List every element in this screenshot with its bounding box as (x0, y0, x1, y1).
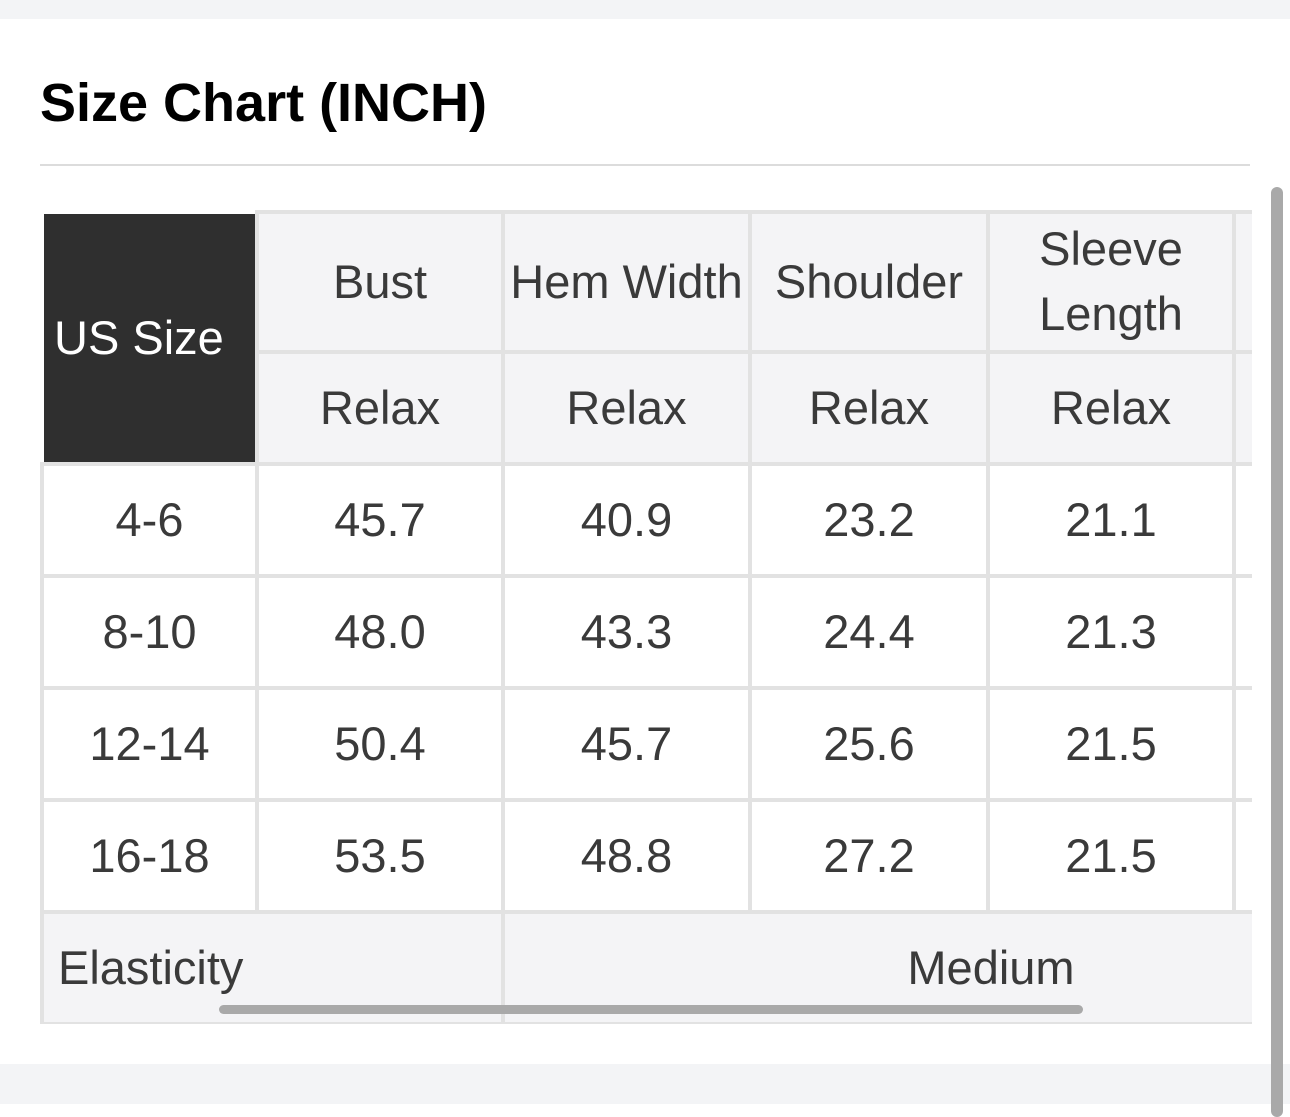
cell-bust: 50.4 (255, 686, 505, 802)
column-header-clipped (1232, 210, 1252, 354)
fit-header-clipped (1232, 350, 1252, 466)
cell-clipped (1232, 574, 1252, 690)
cell-clipped (1232, 686, 1252, 802)
cell-hem-width: 48.8 (501, 798, 752, 914)
cell-shoulder: 23.2 (748, 462, 990, 578)
cell-bust: 45.7 (255, 462, 505, 578)
cell-sleeve-length: 21.5 (986, 686, 1236, 802)
fit-header-bust: Relax (255, 350, 505, 466)
column-header-hem-width: Hem Width (501, 210, 752, 354)
cell-sleeve-length: 21.3 (986, 574, 1236, 690)
vertical-scrollbar-thumb[interactable] (1271, 187, 1283, 1117)
table-row: 4-6 45.7 40.9 23.2 21.1 (40, 462, 1252, 578)
table-row: 16-18 53.5 48.8 27.2 21.5 (40, 798, 1252, 914)
cell-us-size: 4-6 (40, 462, 259, 578)
top-page-strip (0, 0, 1290, 19)
cell-clipped (1232, 798, 1252, 914)
size-chart-scroll-area[interactable]: US Size Bust Hem Width Shoulder Sleeve L… (40, 210, 1252, 1024)
cell-shoulder: 25.6 (748, 686, 990, 802)
table-row: 8-10 48.0 43.3 24.4 21.3 (40, 574, 1252, 690)
corner-header-us-size: US Size (40, 210, 259, 466)
cell-us-size: 16-18 (40, 798, 259, 914)
cell-sleeve-length: 21.1 (986, 462, 1236, 578)
fit-header-hem-width: Relax (501, 350, 752, 466)
cell-bust: 48.0 (255, 574, 505, 690)
fit-header-sleeve-length: Relax (986, 350, 1236, 466)
header-row-fit: Relax Relax Relax Relax (42, 350, 1252, 466)
cell-sleeve-length: 21.5 (986, 798, 1236, 914)
page-title: Size Chart (INCH) (40, 73, 488, 133)
horizontal-scrollbar-thumb[interactable] (219, 1005, 1083, 1014)
cell-clipped (1232, 462, 1252, 578)
table-row: 12-14 50.4 45.7 25.6 21.5 (40, 686, 1252, 802)
cell-hem-width: 45.7 (501, 686, 752, 802)
cell-us-size: 12-14 (40, 686, 259, 802)
column-header-bust: Bust (255, 210, 505, 354)
fit-header-shoulder: Relax (748, 350, 990, 466)
header-row-measurements: US Size Bust Hem Width Shoulder Sleeve L… (40, 210, 1252, 466)
title-divider (40, 164, 1250, 166)
column-header-sleeve-length: Sleeve Length (986, 210, 1236, 354)
cell-bust: 53.5 (255, 798, 505, 914)
cell-us-size: 8-10 (40, 574, 259, 690)
elasticity-row: Elasticity Medium (40, 910, 1252, 1024)
cell-hem-width: 40.9 (501, 462, 752, 578)
cell-hem-width: 43.3 (501, 574, 752, 690)
bottom-page-strip (0, 1064, 1290, 1104)
size-chart-table: US Size Bust Hem Width Shoulder Sleeve L… (40, 210, 1252, 1024)
cell-shoulder: 27.2 (748, 798, 990, 914)
column-header-shoulder: Shoulder (748, 210, 990, 354)
cell-shoulder: 24.4 (748, 574, 990, 690)
